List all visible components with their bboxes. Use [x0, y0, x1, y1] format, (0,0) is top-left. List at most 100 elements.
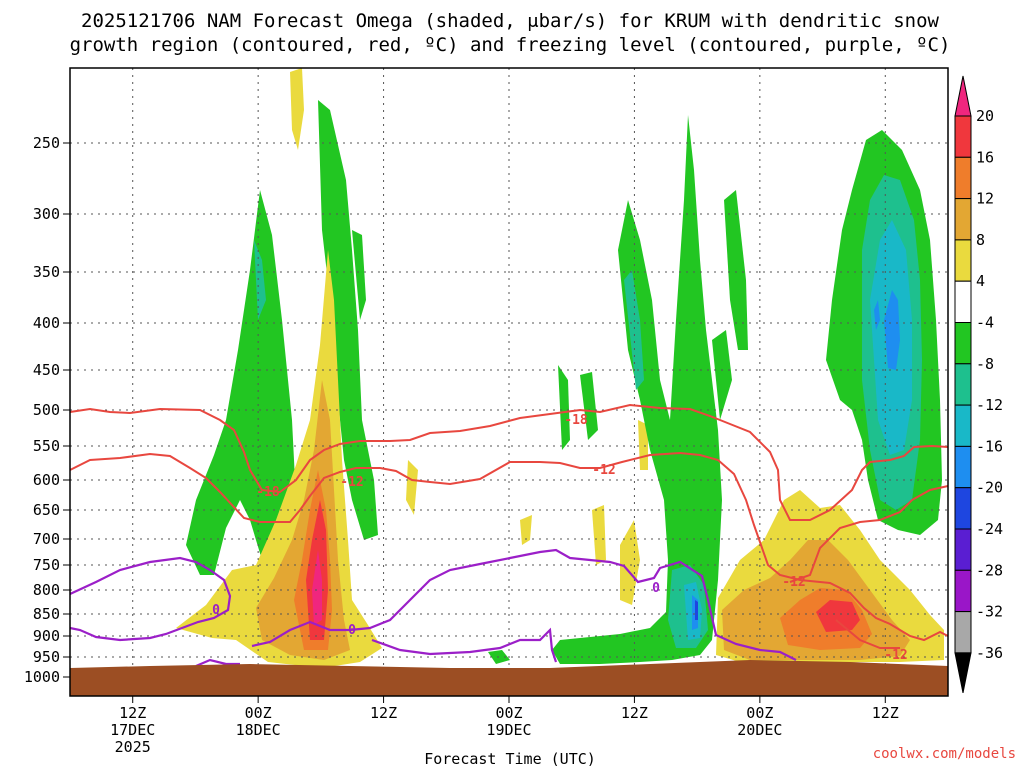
y-tick-label: 850: [33, 605, 60, 623]
freezing-contour-zero-4: [195, 658, 240, 668]
colorbar-swatch: [954, 528, 972, 571]
y-tick-label: 1000: [24, 668, 60, 686]
dgz-contours: [69, 403, 949, 649]
colorbar-swatch: [954, 404, 972, 447]
y-tick-label: 500: [33, 401, 60, 419]
dgz-contour-minus12-low: [835, 619, 900, 649]
colorbar-label: -36: [976, 644, 1003, 662]
omega-shade-navy-3: [695, 600, 698, 620]
y-tick-label: 800: [33, 581, 60, 599]
omega-shade-yellow-6: [620, 520, 640, 605]
colorbar-label: -20: [976, 479, 1003, 497]
colorbar-top-arrow: [954, 75, 972, 117]
freezing-label: 0: [652, 581, 660, 596]
dgz-contour-minus12-right: [789, 485, 949, 583]
x-tick-label: 12Z: [119, 704, 146, 722]
colorbar-label: -32: [976, 603, 1003, 621]
x-tick-label: 20DEC: [737, 721, 782, 739]
omega-shade-teal-2: [624, 270, 644, 390]
omega-shade-yellow-3: [406, 460, 418, 515]
colorbar: 20 16 12 8 4 -4 -8 -12 -16 -20 -24 -28 -32 -36: [954, 75, 1003, 693]
omega-shade-green-8: [724, 190, 748, 350]
chart-title-line1: 2025121706 NAM Forecast Omega (shaded, μ…: [81, 10, 939, 32]
y-tick-label: 250: [33, 134, 60, 152]
omega-shade-green-2: [318, 100, 378, 540]
dgz-contour-minus18: [69, 403, 949, 521]
y-tick-label: 350: [33, 263, 60, 281]
x-tick-label: 17DEC: [110, 721, 155, 739]
colorbar-label: -24: [976, 520, 1003, 538]
colorbar-label: -28: [976, 561, 1003, 579]
colorbar-label: 16: [976, 148, 994, 166]
y-axis: 250 300 350 400 450 500 550 600 650 700 750 800 850 9…: [24, 134, 70, 686]
y-tick-label: 950: [33, 648, 60, 666]
contour-labels: -18 -12 -18 -12 -12 -12 0 0 0: [212, 413, 908, 663]
colorbar-swatch: [954, 445, 972, 489]
omega-shade-green-5: [558, 365, 570, 450]
colorbar-swatch: [954, 322, 972, 365]
ground-terrain: [70, 660, 948, 696]
omega-shade-teal-1: [254, 240, 266, 320]
dgz-label: -18: [256, 485, 280, 500]
omega-shade-red-2: [816, 600, 860, 632]
omega-shade-green-7: [712, 330, 732, 420]
omega-shade-blue-4: [884, 290, 900, 370]
colorbar-swatch: [954, 487, 972, 530]
colorbar-swatch: [954, 239, 972, 282]
omega-shade-yellow-5: [592, 505, 606, 565]
y-tick-label: 750: [33, 556, 60, 574]
colorbar-swatch: [954, 280, 972, 324]
colorbar-swatch: [954, 115, 972, 158]
dgz-label: -12: [340, 475, 363, 490]
omega-shade-yellow-2: [290, 68, 304, 150]
freezing-label: 0: [348, 623, 356, 638]
omega-shade-green-6: [580, 372, 598, 440]
dgz-contour-minus12: [69, 451, 949, 642]
colorbar-swatch: [954, 156, 972, 200]
y-tick-label: 400: [33, 314, 60, 332]
x-axis-label: Forecast Time (UTC): [424, 750, 596, 768]
omega-shade-yellow-4: [520, 515, 532, 545]
colorbar-swatch: [954, 363, 972, 406]
colorbar-swatch: [954, 569, 972, 613]
omega-shade-green-1: [186, 190, 296, 575]
y-tick-label: 550: [33, 437, 60, 455]
omega-shade-green-4: [552, 115, 722, 664]
chart-title-line2: growth region (contoured, red, ºC) and f…: [70, 34, 951, 56]
y-tick-label: 600: [33, 471, 60, 489]
x-tick-label: 18DEC: [236, 721, 281, 739]
x-tick-label: 2025: [115, 738, 151, 756]
colorbar-label: 12: [976, 190, 994, 208]
freezing-contours: [69, 548, 797, 668]
colorbar-label: -12: [976, 396, 1003, 414]
colorbar-label: 20: [976, 107, 994, 125]
freezing-contour-zero-1: [69, 556, 232, 642]
freezing-contour-zero-2: [251, 548, 797, 661]
omega-shade-green-3: [352, 230, 366, 320]
dgz-label: -18: [564, 413, 588, 428]
colorbar-swatch: [954, 198, 972, 241]
colorbar-bottom-arrow: [954, 652, 972, 693]
x-tick-label: 12Z: [621, 704, 648, 722]
omega-shading: [176, 68, 944, 668]
colorbar-swatch: [954, 611, 972, 654]
colorbar-label: 4: [976, 272, 985, 290]
x-tick-label: 00Z: [746, 704, 773, 722]
x-tick-label: 12Z: [872, 704, 899, 722]
x-tick-label: 12Z: [370, 704, 397, 722]
colorbar-label: -4: [976, 314, 994, 332]
x-tick-label: 00Z: [245, 704, 272, 722]
freezing-contour-zero-3: [371, 627, 558, 663]
x-tick-label: 00Z: [495, 704, 522, 722]
colorbar-label: -8: [976, 355, 994, 373]
y-tick-label: 450: [33, 361, 60, 379]
dgz-label: -12: [592, 463, 615, 478]
dgz-label: -12: [884, 648, 907, 663]
y-tick-label: 900: [33, 627, 60, 645]
y-tick-label: 700: [33, 530, 60, 548]
credit-text: coolwx.com/models: [873, 746, 1016, 762]
freezing-label: 0: [212, 603, 220, 618]
dgz-label: -12: [782, 575, 805, 590]
